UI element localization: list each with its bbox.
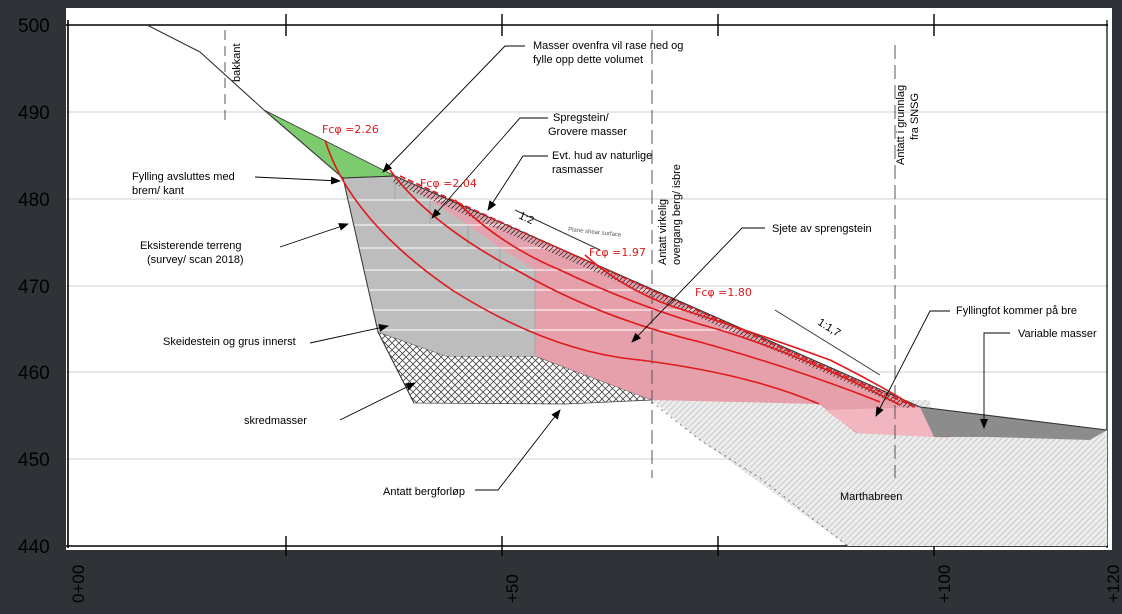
x-tick-100: +100: [935, 565, 954, 603]
slope-line-1-17: [774, 309, 881, 376]
skredmasser-label: skredmasser: [244, 415, 307, 427]
existing-terrain-line: [342, 177, 415, 404]
leader-hud: [487, 155, 548, 211]
slip-surface-3: [454, 199, 901, 406]
leader-bergforlop: [475, 409, 561, 491]
y-tick-460: 460: [18, 363, 50, 384]
leader-skeidestein: [309, 324, 389, 344]
eksisterende-label-1: Eksisterende terreng: [140, 240, 242, 252]
fyllingfot-region: [825, 407, 950, 438]
leader-variable: [980, 332, 1010, 429]
spregstein-label-2: Grovere masser: [548, 126, 627, 138]
x-tick-120: +120: [1104, 565, 1122, 603]
leader-spregstein: [431, 117, 548, 219]
slip-surfaces: [324, 139, 916, 408]
hud-label-2: rasmasser: [552, 164, 604, 176]
y-tick-480: 480: [18, 190, 50, 211]
fylling-label-1: Fylling avsluttes med: [132, 171, 235, 183]
x-tick-0: 0+00: [69, 565, 88, 603]
y-tick-440: 440: [18, 537, 50, 558]
overgang-label-1: Antatt virkelig: [657, 199, 669, 265]
bakkant-label: bakkant: [231, 43, 243, 82]
slope-line-1-2: [514, 209, 601, 251]
leader-skredmasser: [339, 382, 416, 421]
slip-surface-2: [389, 169, 881, 403]
hud-label-1: Evt. hud av naturlige: [552, 150, 652, 162]
leader-fylling: [254, 176, 341, 185]
sjete-label: Sjete av sprengstein: [772, 223, 872, 235]
y-tick-470: 470: [18, 277, 50, 298]
safety-factor-label-1: Fcφ =2.26: [322, 123, 379, 136]
eksisterende-label-2: (survey/ scan 2018): [147, 254, 244, 266]
safety-factor-label-3: Fcφ =1.97: [589, 246, 646, 259]
slope-1-2-label: 1:2: [517, 210, 536, 227]
bedrock-line: [651, 401, 849, 547]
marthabreen-label: Marthabreen: [840, 491, 902, 503]
overgang-label-2: overgang berg/ isbre: [671, 164, 683, 265]
y-tick-490: 490: [18, 103, 50, 124]
leader-masser: [382, 45, 525, 173]
spregstein-label-1: Spregstein/: [553, 112, 610, 124]
fylling-label-2: brem/ kant: [132, 185, 184, 197]
slip-surface-1: [324, 139, 820, 405]
plane-shear-label: Plane shear surface: [568, 227, 622, 239]
slip-surface-planar: [399, 175, 916, 408]
y-tick-450: 450: [18, 450, 50, 471]
variable-masser-region: [920, 407, 1107, 440]
fyllingfot-label: Fyllingfot kommer på bre: [956, 305, 1077, 317]
slip-surface-4: [584, 254, 916, 408]
x-tick-50: +50: [503, 574, 522, 603]
leaders: [254, 45, 1010, 491]
safety-factor-label-2: Fcφ =2.04: [420, 177, 477, 190]
masser-label-2: fylle opp dette volumet: [533, 54, 643, 66]
grunnlag-label-1: Antatt i grunnlag: [895, 85, 907, 165]
y-tick-500: 500: [18, 16, 50, 37]
axis-ticks: [285, 14, 935, 556]
leader-eksisterende: [279, 223, 349, 248]
bergforlop-label: Antatt bergforløp: [383, 486, 465, 498]
safety-factor-label-4: Fcφ =1.80: [695, 286, 752, 299]
leader-fyllingfot: [875, 310, 950, 417]
variable-label: Variable masser: [1018, 328, 1097, 340]
masser-label-1: Masser ovenfra vil rase ned og: [533, 40, 683, 52]
skeidestein-label: Skeidestein og grus innerst: [163, 336, 296, 348]
grunnlag-label-2: fra SNSG: [909, 93, 921, 140]
leader-sjete: [631, 227, 765, 343]
